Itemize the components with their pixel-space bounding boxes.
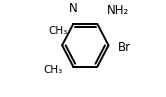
Text: N: N — [69, 2, 78, 15]
Text: NH₂: NH₂ — [107, 4, 129, 17]
Text: CH₃: CH₃ — [43, 65, 62, 75]
Text: Br: Br — [118, 41, 131, 54]
Text: CH₃: CH₃ — [49, 26, 68, 36]
